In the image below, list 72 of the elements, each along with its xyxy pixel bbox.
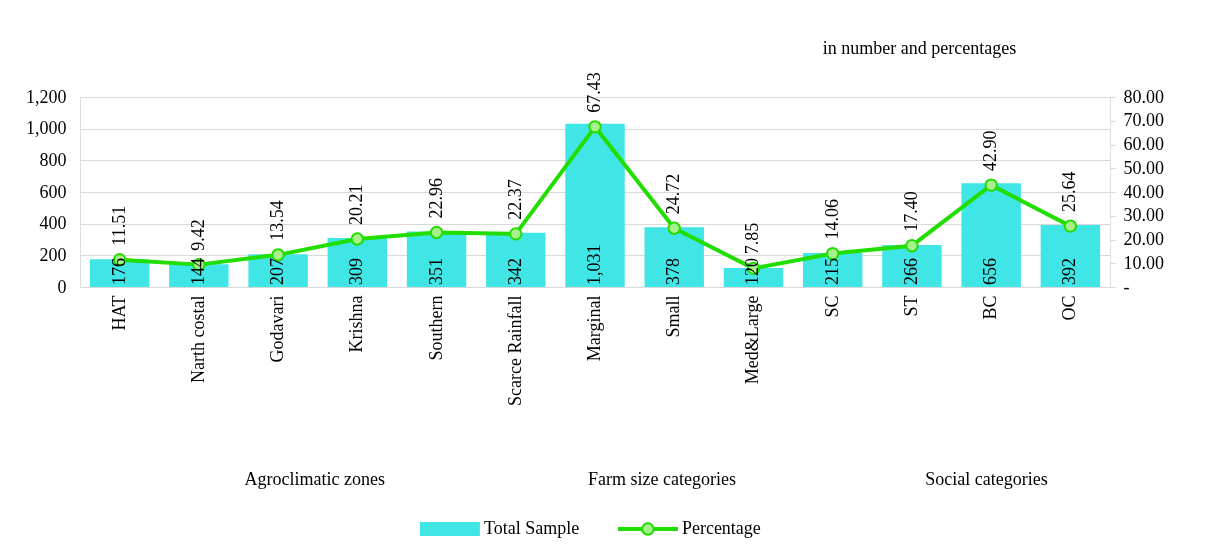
y2-tick-label: 50.00 (1123, 157, 1164, 178)
data-label: 17.40 (900, 191, 921, 232)
data-label: 42.90 (980, 130, 1001, 172)
x-tick-label: Small (663, 295, 684, 338)
y-tick-label: 1,000 (26, 118, 67, 139)
x-tick-label: Narth costal (187, 295, 208, 383)
data-label: 1,031 (584, 244, 604, 285)
data-label: 22.96 (425, 177, 446, 219)
x-tick-label: SC (821, 295, 842, 318)
y2-tick-label: 10.00 (1123, 252, 1164, 273)
data-label: 13.54 (267, 200, 288, 241)
y2-tick-label: 30.00 (1123, 205, 1164, 226)
data-label: 7.85 (742, 222, 763, 255)
text: Farm size categories (587, 469, 736, 489)
data-label: 67.43 (584, 72, 604, 113)
point (984, 178, 998, 192)
data-label: 342 (504, 258, 525, 285)
x-tick-label: Med&Large (742, 295, 763, 385)
data-label: 25.64 (1059, 171, 1080, 213)
data-label: 120 (742, 258, 763, 285)
text: Agroclimatic zones (244, 469, 386, 489)
x-tick-label: Scarce Rainfall (504, 295, 525, 406)
data-label: 176 (108, 258, 129, 285)
data-label: 11.51 (108, 205, 129, 246)
y2-tick-label: - (1123, 276, 1130, 297)
point (509, 227, 523, 241)
x-tick-label: Krishna (346, 295, 367, 353)
y-tick-label: 200 (39, 244, 67, 265)
y-tick-label: 600 (39, 181, 67, 202)
y2-tick-label: 40.00 (1123, 181, 1164, 202)
x-tick-label: BC (980, 295, 1001, 320)
bar (1040, 224, 1101, 287)
data-label: 266 (900, 258, 921, 285)
point (429, 225, 444, 240)
legend-label: Percentage (681, 518, 761, 538)
data-label: 9.42 (187, 219, 208, 251)
point (1063, 219, 1078, 233)
legend-label: Total Sample (483, 518, 580, 538)
data-label: 656 (980, 258, 1001, 285)
data-label: 24.72 (663, 173, 684, 215)
data-label: 22.37 (504, 179, 525, 220)
y2-tick-label: 60.00 (1123, 134, 1164, 154)
text: in number and percentages (822, 38, 1017, 58)
y-tick-label: 800 (39, 149, 67, 170)
data-label: 14.06 (821, 199, 842, 240)
point (588, 120, 602, 134)
y2-tick-label: 80.00 (1123, 86, 1164, 107)
bar (565, 123, 625, 287)
bar (961, 183, 1021, 287)
x-tick-label: HAT (108, 295, 129, 331)
data-label: 144 (187, 258, 208, 285)
y2-tick-label: 70.00 (1123, 110, 1164, 131)
x-tick-label: Godavari (267, 295, 288, 363)
x-tick-label: ST (900, 295, 921, 317)
data-label: 392 (1059, 258, 1080, 285)
x-tick-label: Marginal (584, 295, 604, 362)
point (905, 238, 919, 253)
data-label: 351 (425, 258, 446, 285)
point (667, 221, 681, 235)
data-label: 207 (267, 258, 288, 285)
data-label: 20.21 (346, 184, 367, 225)
y-tick-label: 400 (39, 213, 67, 234)
point (350, 232, 365, 246)
y-tick-label: 0 (57, 276, 67, 297)
y-tick-label: 1,200 (26, 86, 67, 107)
text: Social categories (925, 469, 1048, 489)
data-label: 309 (346, 258, 367, 285)
data-label: 215 (821, 258, 842, 285)
x-tick-label: OC (1059, 295, 1080, 321)
x-tick-label: Southern (425, 295, 446, 361)
data-label: 378 (663, 258, 684, 285)
y2-tick-label: 20.00 (1123, 229, 1164, 249)
